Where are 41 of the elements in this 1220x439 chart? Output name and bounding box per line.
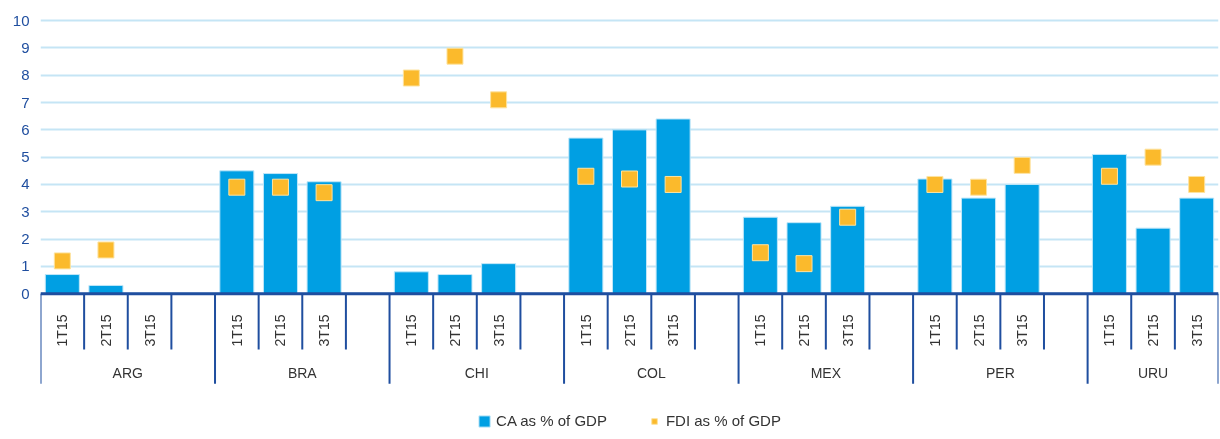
x-tick-label: 1T15: [926, 314, 943, 347]
x-tick-label: 2T15: [796, 314, 813, 347]
legend-label: CA as % of GDP: [496, 412, 607, 429]
x-tick-label: 2T15: [97, 314, 114, 347]
text: BRA: [287, 364, 318, 381]
x-tick-label: 1T15: [54, 314, 71, 347]
x-tick-label: 1T15: [228, 314, 245, 347]
text: MEX: [810, 364, 842, 381]
x-tick-label: 1T15: [577, 314, 594, 347]
text: PER: [985, 364, 1015, 381]
y-tick-label: 2: [21, 230, 30, 248]
y-tick-label: 9: [21, 38, 30, 56]
text: URU: [1137, 364, 1169, 381]
x-tick-label: 3T15: [141, 314, 158, 347]
y-tick-label: 7: [21, 93, 30, 111]
x-tick-label: 1T15: [752, 314, 769, 347]
x-tick-label: 3T15: [1188, 314, 1205, 347]
text: COL: [636, 364, 666, 381]
text: CHI: [464, 364, 489, 381]
y-tick-label: 3: [21, 202, 30, 220]
x-tick-label: 3T15: [839, 314, 856, 347]
y-tick-label: 1: [21, 257, 30, 275]
x-tick-label: 2T15: [970, 314, 987, 347]
x-tick-label: 2T15: [1145, 314, 1162, 347]
y-tick-label: 8: [21, 66, 30, 84]
y-tick-label: 5: [21, 148, 30, 166]
legend-label: FDI as % of GDP: [665, 412, 781, 429]
y-tick-label: 6: [21, 120, 30, 138]
x-tick-label: 3T15: [665, 314, 682, 347]
x-tick-label: 1T15: [1101, 314, 1118, 347]
x-tick-label: 2T15: [621, 314, 638, 347]
x-tick-label: 1T15: [403, 314, 420, 347]
x-tick-label: 2T15: [272, 314, 289, 347]
x-tick-label: 3T15: [1014, 314, 1031, 347]
x-tick-label: 3T15: [316, 314, 333, 347]
x-tick-label: 3T15: [490, 314, 507, 347]
text: ARG: [112, 364, 143, 381]
x-tick-label: 2T15: [446, 314, 463, 347]
y-tick-label: 0: [21, 284, 30, 302]
y-tick-label: 4: [21, 175, 30, 193]
y-tick-label: 10: [12, 11, 30, 29]
